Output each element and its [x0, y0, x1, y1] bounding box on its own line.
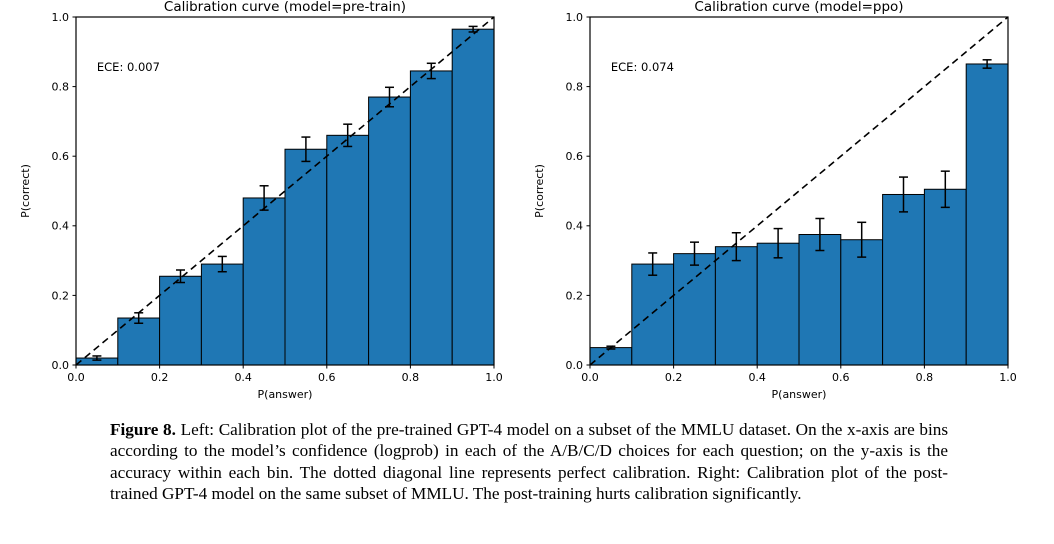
- bar-bin-2: [673, 253, 716, 366]
- y-tick-label-1: 0.2: [52, 289, 70, 302]
- y-tick-label-0: 0.0: [566, 359, 584, 372]
- y-tick-label-0: 0.0: [52, 359, 70, 372]
- perfect-calibration-line: [75, 16, 495, 366]
- figure-caption: Figure 8. Left: Calibration plot of the …: [110, 419, 948, 505]
- bar-bin-4: [242, 197, 286, 366]
- x-tick-label-4: 0.8: [916, 371, 934, 384]
- plot-border: [589, 16, 1009, 366]
- ece-annotation: ECE: 0.007: [97, 60, 160, 74]
- bar-bin-8: [923, 188, 967, 366]
- bar-bin-4: [756, 242, 800, 366]
- plot-border: [75, 16, 495, 366]
- y-tick-label-2: 0.4: [52, 220, 70, 233]
- bar-bin-1: [631, 263, 675, 366]
- bar-bin-3: [714, 246, 758, 366]
- y-tick-label-4: 0.8: [566, 81, 584, 94]
- y-tick-label-2: 0.4: [566, 220, 584, 233]
- x-tick-label-5: 1.0: [485, 371, 503, 384]
- bar-bin-3: [200, 263, 244, 366]
- y-axis-label: P(correct): [533, 164, 546, 218]
- chart-title: Calibration curve (model=ppo): [694, 0, 903, 15]
- bar-bin-5: [798, 234, 842, 366]
- figure-caption-text: Left: Calibration plot of the pre-traine…: [110, 420, 949, 504]
- y-tick-label-3: 0.6: [52, 150, 70, 163]
- bar-bin-6: [840, 239, 884, 366]
- bar-bin-9: [965, 63, 1009, 366]
- calibration-chart-pretrain: 0.0 0.2 0.4 0.6 0.8 1.0 0.0 0.2 0.4 0.6 0.8 1.0 Cali…: [19, 0, 503, 401]
- bar-bin-6: [326, 134, 370, 366]
- ece-annotation: ECE: 0.074: [611, 60, 674, 74]
- x-tick-label-4: 0.8: [402, 371, 420, 384]
- bar-bin-5: [284, 148, 328, 366]
- x-tick-label-1: 0.2: [151, 371, 169, 384]
- x-tick-label-5: 1.0: [999, 371, 1017, 384]
- y-tick-label-5: 1.0: [566, 11, 584, 24]
- x-axis-label: P(answer): [772, 388, 827, 401]
- y-tick-label-4: 0.8: [52, 81, 70, 94]
- bar-bin-9: [451, 28, 495, 366]
- x-tick-label-3: 0.6: [318, 371, 336, 384]
- bar-bin-8: [409, 70, 453, 366]
- x-tick-label-0: 0.0: [581, 371, 599, 384]
- y-tick-label-5: 1.0: [52, 11, 70, 24]
- x-tick-label-3: 0.6: [832, 371, 850, 384]
- bar-bin-7: [882, 193, 925, 366]
- bar-bin-0: [589, 347, 633, 366]
- x-tick-label-0: 0.0: [67, 371, 85, 384]
- x-tick-label-2: 0.4: [234, 371, 252, 384]
- y-axis-label: P(correct): [19, 164, 32, 218]
- x-axis-label: P(answer): [258, 388, 313, 401]
- chart-title: Calibration curve (model=pre-train): [164, 0, 406, 15]
- bar-bin-7: [368, 96, 411, 366]
- x-tick-label-1: 0.2: [665, 371, 683, 384]
- y-tick-label-3: 0.6: [566, 150, 584, 163]
- calibration-chart-ppo: 0.0 0.2 0.4 0.6 0.8 1.0 0.0 0.2 0.4 0.6 0.8 1.0 Cali…: [533, 0, 1017, 401]
- x-tick-label-2: 0.4: [748, 371, 766, 384]
- y-tick-label-1: 0.2: [566, 289, 584, 302]
- figure-caption-label: Figure 8.: [110, 420, 176, 439]
- perfect-calibration-line: [589, 16, 1009, 366]
